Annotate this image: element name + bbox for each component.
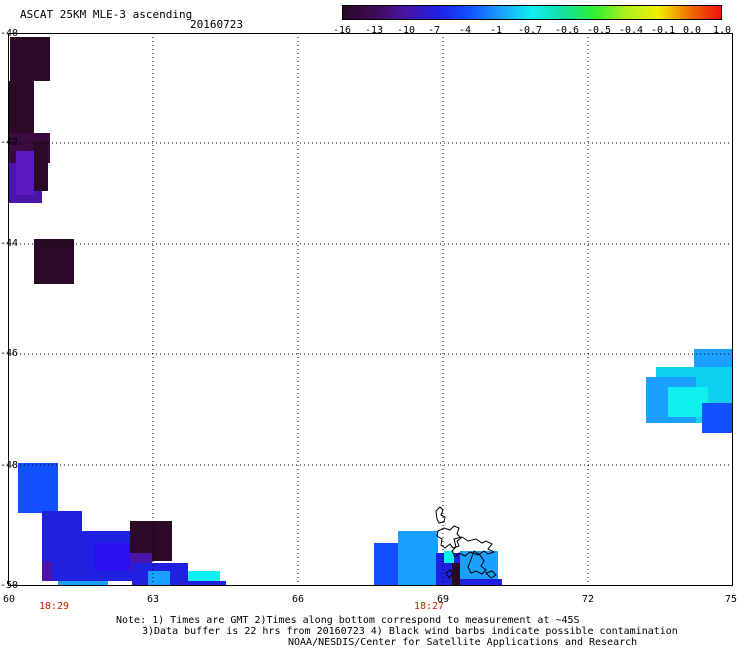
y-tick-label: -48 — [0, 460, 19, 471]
island-outline — [445, 569, 454, 579]
x-tick-label: 75 — [724, 594, 738, 605]
y-tick-label: -44 — [0, 238, 19, 249]
wind-swaths — [8, 37, 732, 586]
colorbar-label: -0.7 — [517, 25, 543, 36]
colorbar-label: -7 — [427, 25, 441, 36]
graticule — [8, 33, 733, 586]
colorbar-label: -1 — [489, 25, 503, 36]
colorbar-label: -0.1 — [650, 25, 676, 36]
x-tick-label: 60 — [2, 594, 16, 605]
colorbar-label: -13 — [364, 25, 384, 36]
swath-cell — [94, 543, 134, 571]
swath-cell — [58, 581, 108, 586]
y-tick-label: -50 — [0, 580, 19, 591]
swath-cell — [42, 561, 52, 581]
swath-time-label: 18:29 — [38, 601, 70, 612]
island-outline — [451, 536, 496, 558]
swath-cell — [188, 581, 226, 586]
colorbar — [342, 5, 722, 20]
swath-cell — [398, 531, 438, 586]
swath-cell — [18, 463, 58, 513]
swath-cell — [188, 571, 220, 581]
island-outline — [467, 550, 487, 575]
swath-cell — [444, 551, 454, 563]
x-tick-label: 63 — [146, 594, 160, 605]
colorbar-label: -0.4 — [618, 25, 644, 36]
note-line: Note: 1) Times are GMT 2)Times along bot… — [116, 615, 580, 626]
y-tick-label: -46 — [0, 348, 19, 359]
plot-frame — [8, 33, 733, 586]
map-date: 20160723 — [190, 18, 243, 31]
island-outline — [485, 570, 497, 579]
swath-cell — [16, 151, 36, 195]
swath-cell — [148, 571, 170, 586]
map-plot — [8, 33, 733, 586]
swath-cell — [460, 579, 502, 586]
colorbar-label: -0.6 — [554, 25, 580, 36]
x-tick-label: 69 — [436, 594, 450, 605]
swath-cell — [10, 37, 50, 81]
coastline — [435, 506, 497, 579]
swath-cell — [34, 239, 74, 284]
island-outline — [436, 525, 462, 549]
y-tick-label: -42 — [0, 137, 19, 148]
swath-time-label: 18:27 — [413, 601, 445, 612]
x-tick-label: 72 — [581, 594, 595, 605]
colorbar-label: -0.5 — [586, 25, 612, 36]
swath-cell — [34, 141, 48, 191]
map-title: ASCAT 25KM MLE-3 ascending — [20, 8, 193, 21]
colorbar-label: -16 — [332, 25, 352, 36]
colorbar-label: -4 — [458, 25, 472, 36]
swath-cell — [8, 81, 34, 133]
x-tick-label: 66 — [291, 594, 305, 605]
note-line: 3)Data buffer is 22 hrs from 20160723 4)… — [142, 626, 678, 637]
colorbar-label: 0.0 — [682, 25, 702, 36]
swath-cell — [460, 551, 498, 579]
colorbar-labels: -16 -13 -10 -7 -4 -1 -0.7 -0.6 -0.5 -0.4… — [330, 25, 735, 37]
note-line: NOAA/NESDIS/Center for Satellite Applica… — [288, 637, 638, 648]
island-outline — [435, 506, 446, 524]
swath-cell — [374, 563, 390, 586]
swath-cell — [668, 387, 708, 417]
colorbar-label: 1.0 — [712, 25, 732, 36]
colorbar-label: -10 — [396, 25, 416, 36]
swath-cell — [702, 403, 732, 433]
y-tick-label: -40 — [0, 28, 19, 39]
